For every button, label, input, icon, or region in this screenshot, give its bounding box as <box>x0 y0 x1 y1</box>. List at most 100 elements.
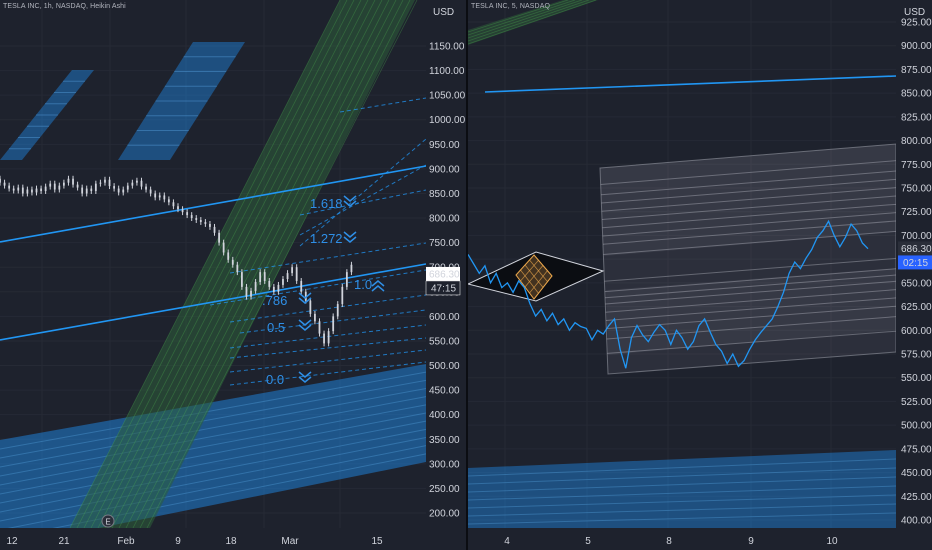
candle-body <box>304 291 307 301</box>
candle-body <box>240 272 243 287</box>
grey-channel-line <box>604 268 897 293</box>
candle-body <box>350 264 353 273</box>
candle-body <box>250 290 252 297</box>
diamond-inner-line <box>529 270 548 294</box>
candle-body <box>108 179 111 187</box>
time-axis[interactable] <box>468 528 932 550</box>
diamond-inner-line <box>533 254 553 277</box>
blue-channel-line <box>0 412 427 495</box>
blue-channel-line <box>468 485 897 501</box>
diamond-inner-line <box>533 275 553 300</box>
candle-body <box>72 178 74 185</box>
fib-level-line <box>229 242 427 274</box>
candle-body <box>309 300 312 314</box>
right-chart-header: TESLA INC, 5, NASDAQ <box>471 3 551 10</box>
candle-body <box>62 182 65 186</box>
price-tick-label: 550.00 <box>901 373 932 384</box>
price-tick-label: 700.00 <box>901 231 932 242</box>
blue-channel-line <box>0 396 427 477</box>
green-fan-line <box>111 0 383 529</box>
chevron-down-icon <box>298 292 312 304</box>
green-fan <box>468 0 598 45</box>
candle-body <box>327 331 330 344</box>
chevron-down-icon <box>343 195 357 207</box>
blue-channel-line <box>0 379 427 459</box>
last-price-value: 686.30 <box>901 244 932 255</box>
candle-body <box>163 195 166 200</box>
green-fan-line <box>90 0 362 529</box>
blue-channel-line <box>468 503 897 517</box>
price-tick-label: 400.00 <box>429 410 460 421</box>
diamond-pattern <box>468 251 605 302</box>
left-chart-panel[interactable]: 1.618 1.272 1.0 .786 0.5 0.0 USD 200.00 250.00 30… <box>0 0 466 550</box>
grey-channel-line <box>601 178 897 204</box>
countdown-value: 47:15 <box>431 283 456 294</box>
price-tick-label: 450.00 <box>901 468 932 479</box>
candle-body <box>113 186 116 189</box>
time-tick-label: Feb <box>117 536 135 547</box>
price-axis[interactable] <box>896 0 932 550</box>
price-tick-label: 1050.00 <box>429 91 466 102</box>
green-fan-line <box>468 0 597 45</box>
earnings-event-label: E <box>105 518 110 527</box>
candle-body <box>99 182 102 184</box>
candle-body <box>318 321 321 334</box>
price-tick-label: 825.00 <box>901 112 932 123</box>
candle-body <box>268 280 271 287</box>
green-fan <box>70 0 415 528</box>
candle-body <box>222 242 225 253</box>
countdown-tag <box>898 255 932 270</box>
candle-body <box>12 188 15 191</box>
grey-channel-line <box>602 203 897 229</box>
price-tick-label: 800.00 <box>901 136 932 147</box>
price-tick-label: 1100.00 <box>429 66 465 77</box>
price-tick-label: 400.00 <box>901 516 932 527</box>
candle-body <box>218 232 220 243</box>
price-axis-unit: USD <box>904 7 925 18</box>
price-tick-label: 900.00 <box>901 41 932 52</box>
blue-channel-line <box>468 494 897 509</box>
grey-channel-line <box>605 274 897 299</box>
earnings-event-icon[interactable] <box>101 514 115 528</box>
green-fan-line <box>139 0 411 529</box>
price-tick-label: 450.00 <box>429 386 460 397</box>
time-tick-label: 4 <box>504 536 510 547</box>
pane-divider[interactable] <box>466 0 468 550</box>
time-axis[interactable] <box>0 528 466 550</box>
candle-body <box>136 180 138 183</box>
blue-channel-line <box>0 388 427 468</box>
price-tick-label: 850.00 <box>901 89 932 100</box>
diamond-inner-line <box>529 259 548 282</box>
candle-body <box>186 212 189 216</box>
candle-body <box>291 267 294 274</box>
candle-body <box>76 184 79 188</box>
candle-body <box>122 189 125 193</box>
green-fan-line <box>83 0 355 529</box>
candle-body <box>190 215 193 219</box>
candle-body <box>126 185 129 190</box>
fib-level-line <box>339 97 427 113</box>
blue-channel-bottom <box>468 450 896 528</box>
green-fan-line <box>468 0 576 36</box>
blue-channel-line <box>468 458 897 477</box>
last-price-tag <box>426 266 460 281</box>
chevron-down-icon <box>343 231 357 243</box>
candle-body <box>272 286 275 292</box>
right-chart-canvas[interactable]: USD 400.00 425.00 450.00 475.00 500.00 525.00 5… <box>468 0 932 550</box>
candle-body <box>31 189 33 193</box>
chevron-up-icon <box>371 280 385 292</box>
left-chart-canvas[interactable]: 1.618 1.272 1.0 .786 0.5 0.0 USD 200.00 250.00 30… <box>0 0 466 550</box>
green-fan-line <box>468 0 583 39</box>
grey-channel-line <box>601 195 897 220</box>
right-chart-panel[interactable]: USD 400.00 425.00 450.00 475.00 500.00 525.00 5… <box>468 0 932 550</box>
price-tick-label: 600.00 <box>901 326 932 337</box>
candle-body <box>35 188 38 193</box>
green-fan-line <box>468 0 590 42</box>
blue-channel-line <box>0 371 427 450</box>
candle-body <box>58 185 61 190</box>
price-tick-label: 475.00 <box>901 444 932 455</box>
green-fan-line <box>468 0 569 33</box>
blue-channel-line <box>468 476 897 493</box>
countdown-value: 02:15 <box>903 258 928 269</box>
fib-label-0p5: 0.5 <box>267 320 285 335</box>
